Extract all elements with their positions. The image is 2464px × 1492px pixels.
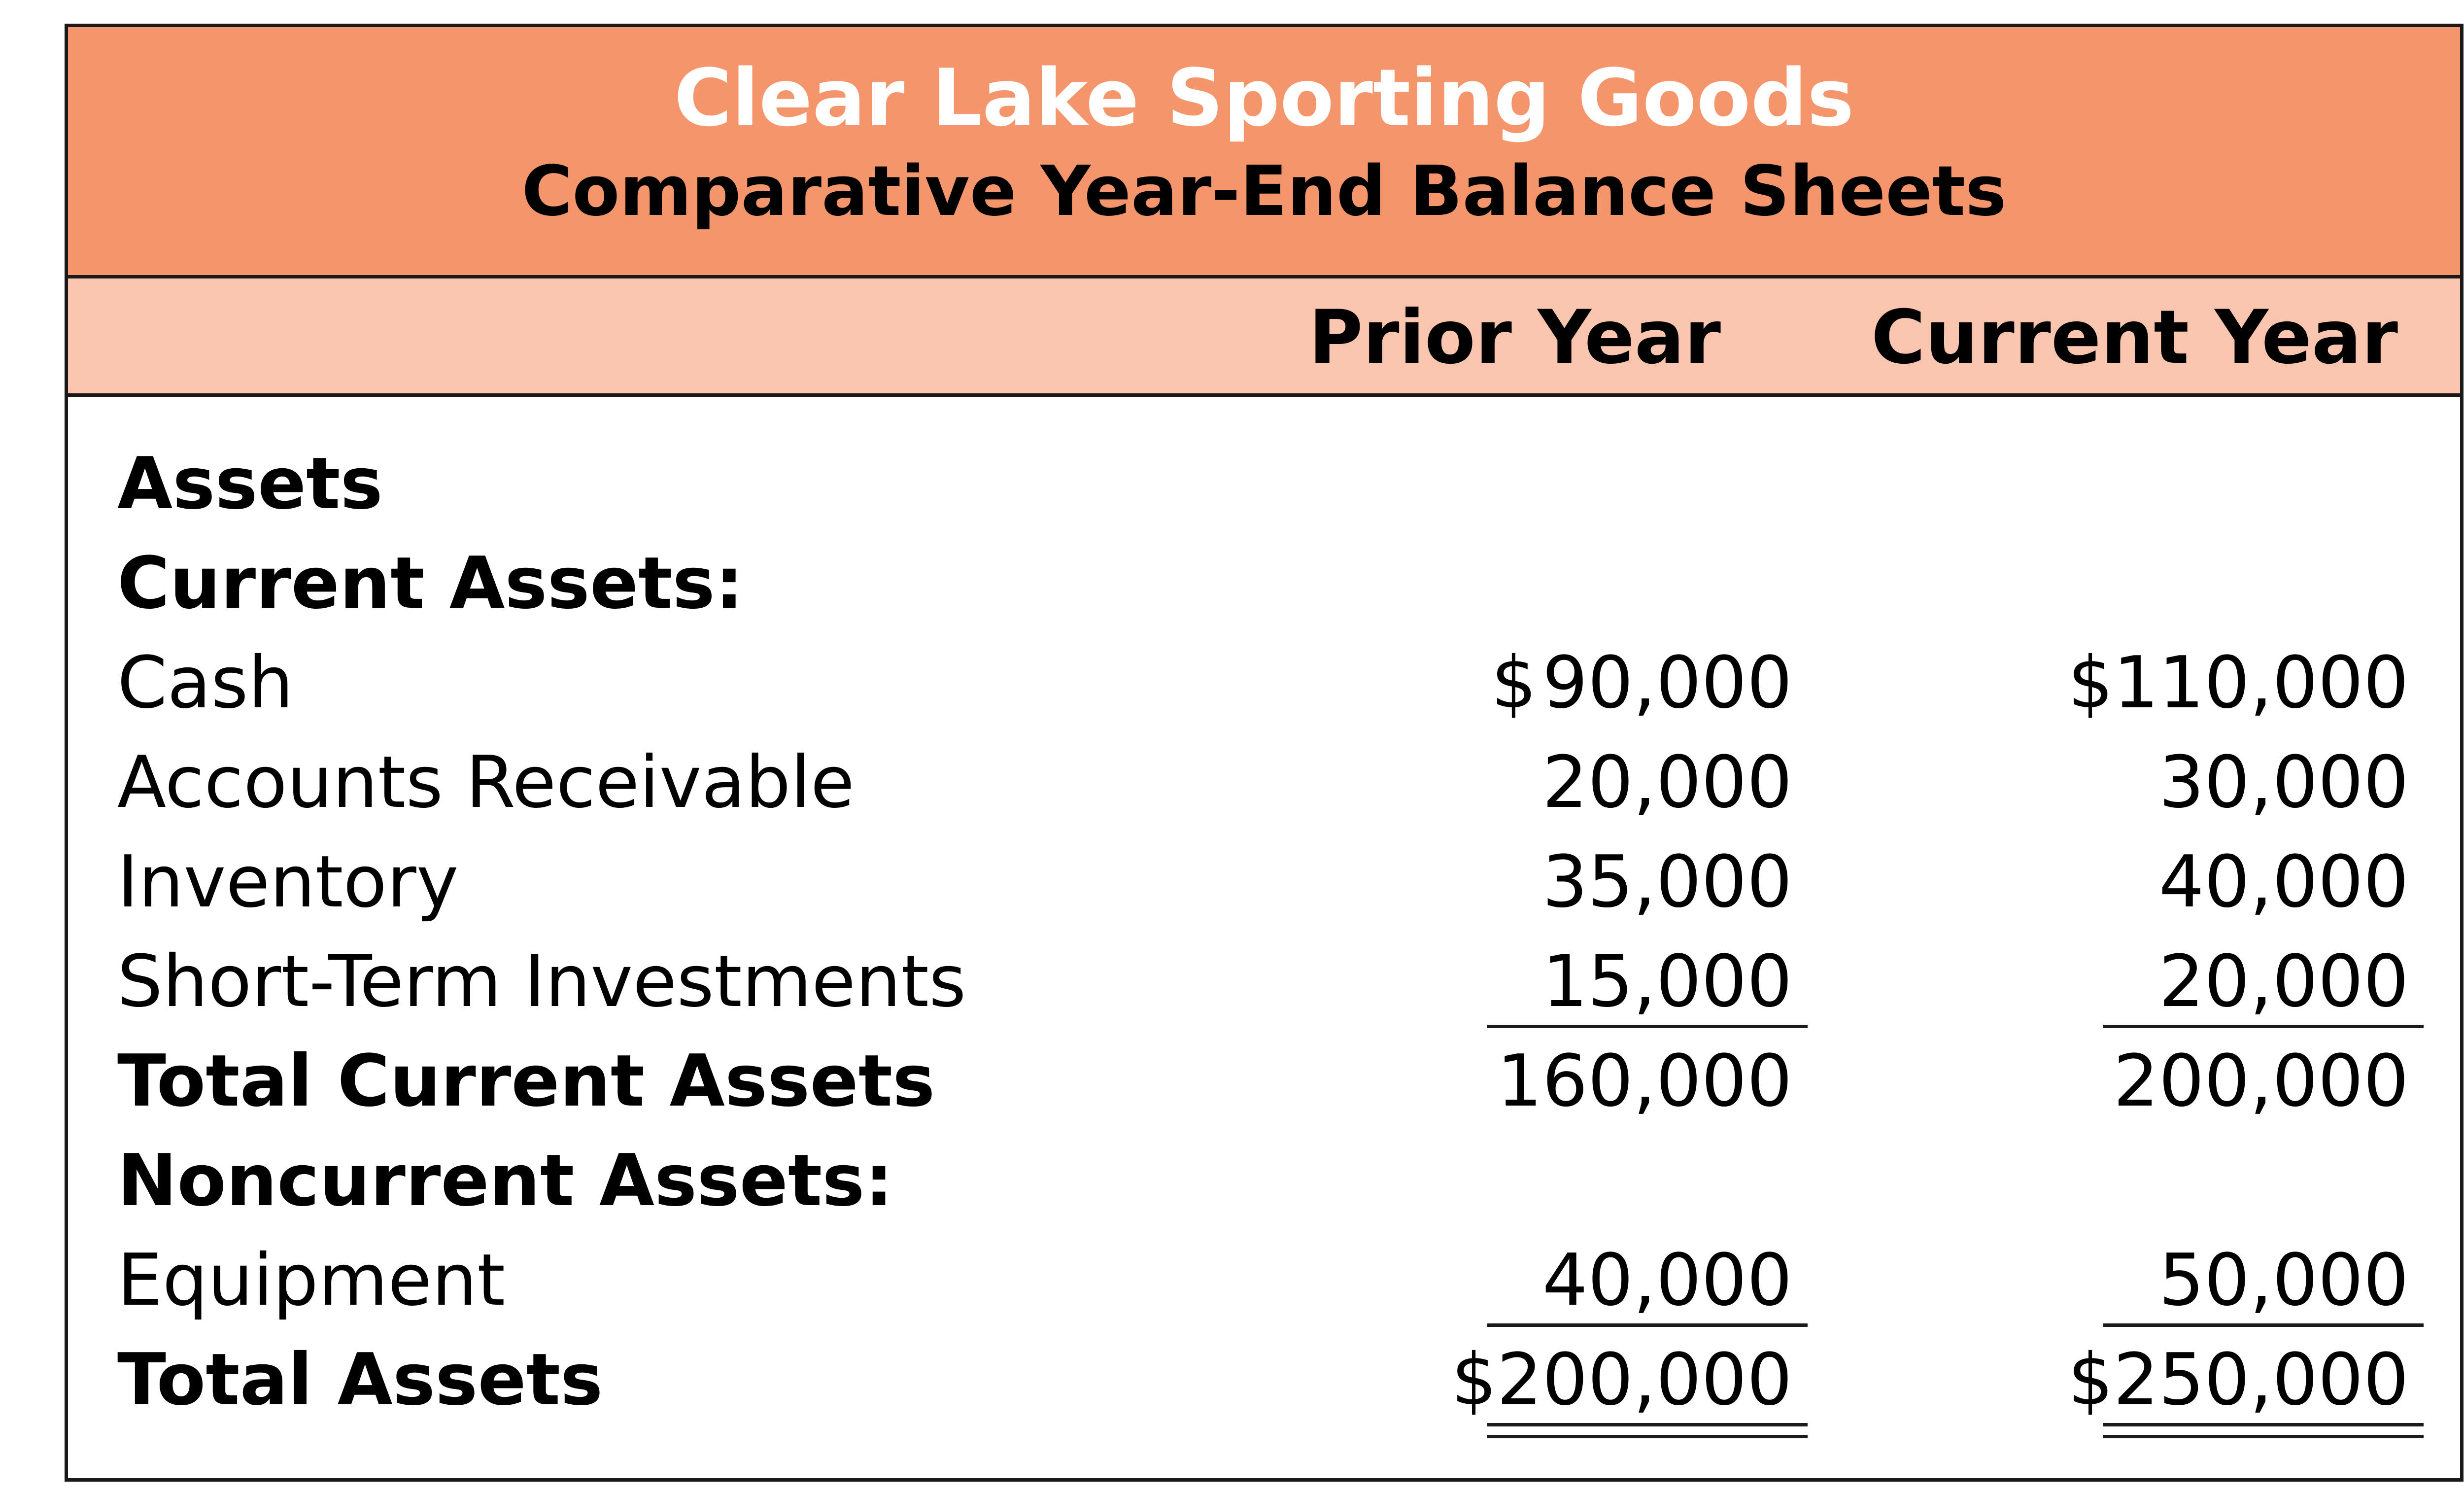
prior-value: 160,000 — [1497, 1040, 1792, 1123]
row-label: Cash — [117, 641, 294, 725]
subsection-heading: Noncurrent Assets: — [117, 1139, 893, 1222]
subtotal-rule-prior — [1487, 1025, 1808, 1028]
balance-sheet-table: Clear Lake Sporting Goods Comparative Ye… — [65, 24, 2464, 1482]
current-value: 50,000 — [2158, 1239, 2409, 1322]
current-value: $250,000 — [2068, 1338, 2409, 1422]
prior-value: $200,000 — [1451, 1338, 1792, 1422]
prior-value: 40,000 — [1542, 1239, 1792, 1322]
double-rule-prior-bottom — [1487, 1435, 1808, 1438]
current-value: 20,000 — [2158, 940, 2409, 1023]
table-row-total-assets: Total Assets $200,000 $250,000 — [68, 1328, 2460, 1428]
table-row-total-current-assets: Total Current Assets 160,000 200,000 — [68, 1030, 2460, 1129]
prior-value: 15,000 — [1542, 940, 1792, 1023]
row-label: Total Assets — [117, 1338, 603, 1422]
subtotal-rule-current — [2103, 1025, 2424, 1028]
prior-year-header: Prior Year — [1308, 295, 1721, 381]
statement-title: Comparative Year-End Balance Sheets — [521, 151, 2007, 232]
row-label: Short-Term Investments — [117, 940, 966, 1023]
table-row-cash: Cash $ 90,000 $110,000 — [68, 631, 2460, 731]
subtotal-rule-prior — [1487, 1323, 1808, 1327]
current-year-header: Current Year — [1871, 295, 2398, 381]
row-label: Inventory — [117, 840, 459, 924]
current-value: $110,000 — [2068, 641, 2409, 725]
subtotal-rule-current — [2103, 1323, 2424, 1327]
double-rule-current-top — [2103, 1423, 2424, 1426]
current-value: 30,000 — [2158, 741, 2409, 824]
table-row-noncurrent-assets: Noncurrent Assets: — [68, 1129, 2460, 1229]
current-value: 40,000 — [2158, 840, 2409, 924]
table-row-accounts-receivable: Accounts Receivable 20,000 30,000 — [68, 731, 2460, 831]
row-label: Equipment — [117, 1239, 506, 1322]
table-row-inventory: Inventory 35,000 40,000 — [68, 831, 2460, 930]
row-label: Accounts Receivable — [117, 741, 855, 824]
row-label: Total Current Assets — [117, 1040, 935, 1123]
current-value: 200,000 — [2113, 1040, 2409, 1123]
prior-currency-sign: $ — [1491, 641, 1537, 725]
double-rule-prior-top — [1487, 1423, 1808, 1426]
column-header-band: Prior Year Current Year — [68, 278, 2460, 397]
title-band: Clear Lake Sporting Goods Comparative Ye… — [68, 27, 2460, 278]
prior-value: 90,000 — [1542, 641, 1792, 725]
table-row-current-assets: Current Assets: — [68, 532, 2460, 631]
company-name: Clear Lake Sporting Goods — [674, 52, 1854, 144]
table-row-short-term-investments: Short-Term Investments 15,000 20,000 — [68, 930, 2460, 1030]
prior-value: 35,000 — [1542, 840, 1792, 924]
table-row-equipment: Equipment 40,000 50,000 — [68, 1229, 2460, 1328]
subsection-heading: Current Assets: — [117, 542, 744, 625]
prior-value: 20,000 — [1542, 741, 1792, 824]
double-rule-current-bottom — [2103, 1435, 2424, 1438]
section-heading: Assets — [117, 442, 383, 525]
table-row-assets: Assets — [68, 432, 2460, 532]
